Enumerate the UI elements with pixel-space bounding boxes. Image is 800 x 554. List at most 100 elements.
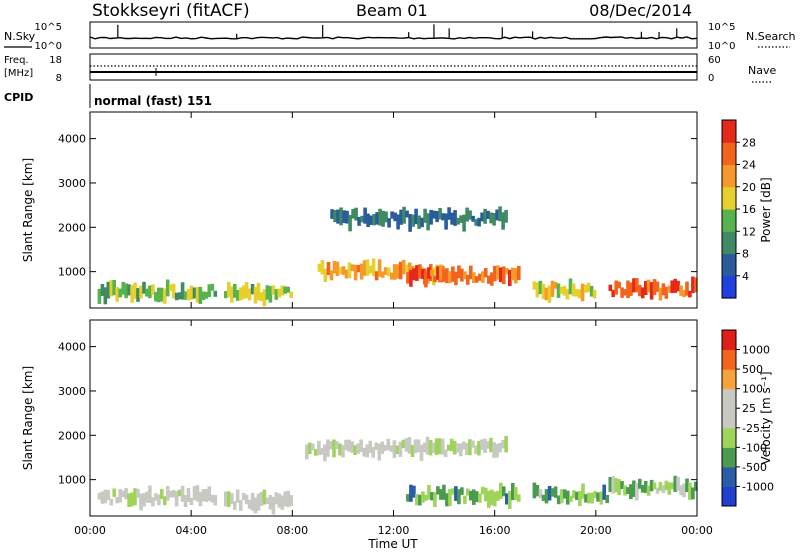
echo-cell bbox=[411, 214, 415, 227]
echo-cell bbox=[438, 208, 442, 220]
echo-cell bbox=[418, 264, 422, 279]
x-axis-label: Time UT bbox=[367, 537, 418, 551]
echo-cell bbox=[457, 489, 461, 505]
echo-cell bbox=[405, 210, 409, 218]
date-label: 08/Dec/2014 bbox=[589, 1, 692, 20]
x-tick-label: 00:00 bbox=[74, 524, 106, 537]
echo-cell bbox=[348, 214, 352, 232]
echo-cell bbox=[682, 483, 686, 498]
colorbar-tick-label: 25 bbox=[742, 402, 756, 415]
echo-cell bbox=[691, 487, 695, 500]
echo-cell bbox=[362, 260, 367, 276]
noise-search-spikes bbox=[117, 24, 678, 38]
echo-cell bbox=[395, 264, 400, 279]
echo-cell bbox=[151, 497, 155, 507]
echo-cell bbox=[483, 208, 487, 224]
echo-cell bbox=[679, 485, 683, 496]
echo-cell bbox=[268, 495, 273, 510]
echo-cell bbox=[584, 494, 588, 503]
echo-cell bbox=[611, 476, 615, 494]
colorbar-tick-label: 4 bbox=[742, 270, 749, 283]
echo-cell bbox=[204, 488, 209, 502]
echo-cell bbox=[390, 211, 394, 219]
freq-tick-left-top: 18 bbox=[49, 55, 62, 66]
echo-cell bbox=[673, 475, 677, 492]
x-tick-label: 00:00 bbox=[681, 524, 713, 537]
echo-cell bbox=[404, 438, 409, 452]
echo-cell bbox=[289, 291, 293, 298]
echo-cell bbox=[326, 262, 331, 276]
echo-cell bbox=[475, 491, 479, 503]
nave-label: Nave bbox=[748, 64, 776, 77]
echo-cell bbox=[115, 496, 119, 504]
echo-cell bbox=[165, 279, 170, 297]
echo-cell bbox=[450, 212, 454, 225]
velocity-echoes bbox=[97, 436, 698, 515]
echo-cell bbox=[365, 259, 370, 276]
echo-cell bbox=[100, 284, 105, 296]
noise-tick-right-top: 10^5 bbox=[708, 22, 735, 33]
echo-cell bbox=[344, 439, 348, 451]
echo-cell bbox=[151, 284, 155, 295]
echo-cell bbox=[268, 286, 273, 303]
echo-cell bbox=[655, 281, 660, 292]
echo-cell bbox=[177, 489, 182, 497]
echo-cell bbox=[256, 282, 261, 301]
echo-cell bbox=[592, 289, 597, 299]
echo-cell bbox=[661, 485, 666, 493]
cpid-label: CPID bbox=[4, 91, 33, 104]
echo-cell bbox=[359, 263, 364, 280]
echo-cell bbox=[623, 289, 627, 296]
echo-cell bbox=[423, 208, 427, 223]
echo-cell bbox=[445, 268, 449, 284]
nsky-label: N.Sky bbox=[4, 30, 36, 43]
echo-cell bbox=[472, 272, 476, 283]
colorbar-tick-label: -500 bbox=[742, 461, 767, 474]
echo-cell bbox=[347, 262, 352, 279]
echo-cell bbox=[357, 216, 361, 226]
echo-cell bbox=[541, 283, 546, 299]
echo-cell bbox=[563, 489, 567, 499]
echo-cell bbox=[356, 443, 360, 454]
echo-cell bbox=[381, 210, 385, 227]
noise-tick-right-bottom: 10^0 bbox=[708, 41, 735, 52]
echo-cell bbox=[341, 266, 346, 275]
echo-cell bbox=[448, 271, 452, 284]
echo-cell bbox=[481, 271, 485, 283]
echo-cell bbox=[532, 281, 537, 290]
echo-cell bbox=[463, 495, 467, 505]
echo-cell bbox=[274, 289, 279, 300]
echo-cell bbox=[201, 291, 206, 300]
echo-cell bbox=[453, 440, 457, 455]
echo-cell bbox=[380, 441, 385, 454]
echo-cell bbox=[478, 493, 482, 503]
echo-cell bbox=[486, 441, 490, 449]
echo-cell bbox=[451, 266, 455, 282]
echo-cell bbox=[469, 490, 473, 501]
echo-cell bbox=[602, 484, 606, 500]
echo-cell bbox=[109, 280, 114, 297]
echo-cell bbox=[679, 285, 683, 296]
echo-cell bbox=[418, 494, 422, 506]
y-tick-label: 2000 bbox=[58, 429, 86, 442]
power-ylabel: Slant Range [km] bbox=[21, 158, 35, 262]
echo-cell bbox=[673, 278, 677, 293]
echo-region bbox=[406, 264, 521, 288]
echo-region bbox=[330, 206, 508, 232]
echo-cell bbox=[626, 280, 630, 299]
echo-cell bbox=[253, 287, 258, 304]
echo-cell bbox=[360, 215, 364, 223]
echo-cell bbox=[444, 213, 448, 230]
echo-cell bbox=[436, 486, 440, 495]
echo-cell bbox=[177, 292, 182, 300]
y-tick-label: 1000 bbox=[58, 266, 86, 279]
freq-panel bbox=[89, 53, 698, 81]
echo-cell bbox=[646, 485, 651, 496]
echo-cell bbox=[484, 268, 488, 278]
echo-cell bbox=[112, 488, 116, 497]
echo-cell bbox=[204, 291, 209, 299]
echo-cell bbox=[514, 487, 518, 501]
echo-cell bbox=[577, 289, 582, 299]
echo-cell bbox=[544, 287, 549, 301]
echo-cell bbox=[398, 261, 403, 280]
